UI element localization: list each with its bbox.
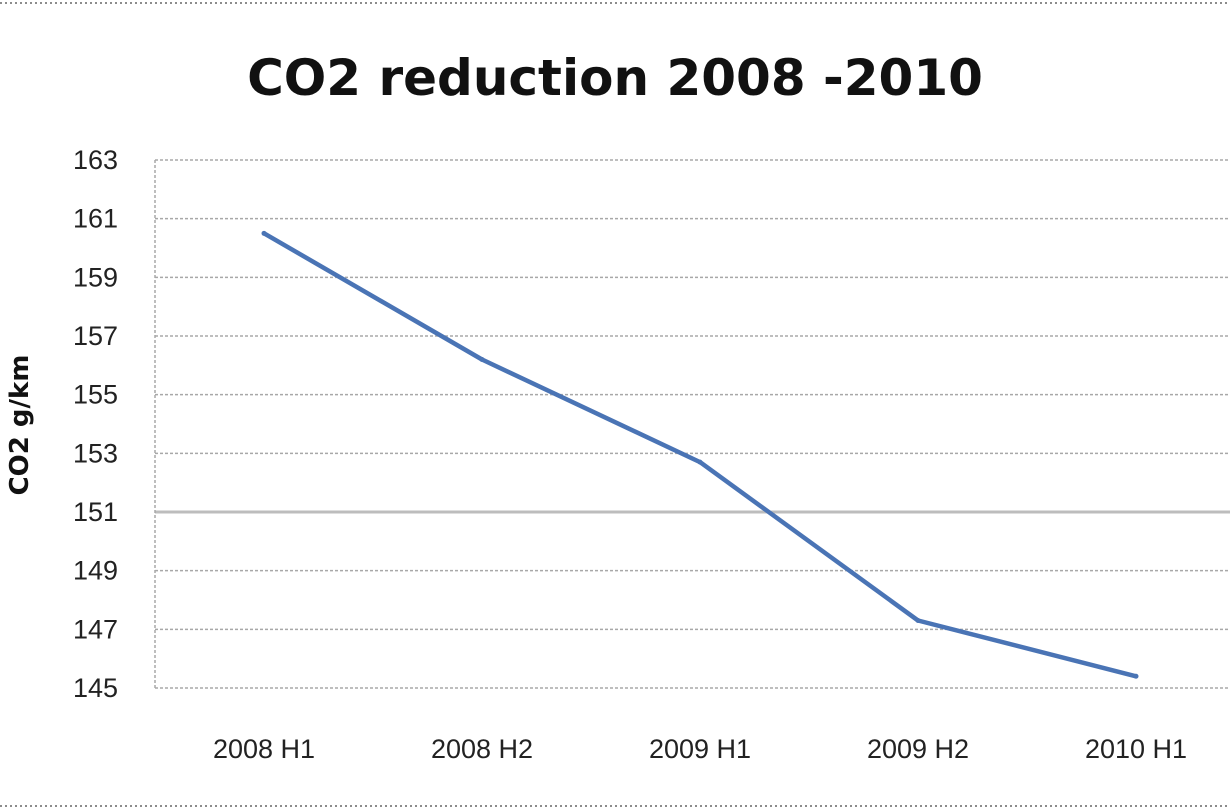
y-tick-label: 159 [73, 262, 118, 292]
y-axis-ticks: 163 161 159 157 155 153 151 149 147 145 [73, 145, 118, 703]
series-line [261, 231, 1139, 679]
y-tick-label: 149 [73, 556, 118, 586]
y-tick-label: 157 [73, 321, 118, 351]
x-axis-ticks: 2008 H1 2008 H2 2009 H1 2009 H2 2010 H1 [213, 734, 1187, 764]
data-point [479, 356, 485, 362]
y-tick-label: 161 [73, 204, 118, 234]
y-axis-title: CO2 g/km [5, 355, 35, 496]
y-tick-label: 151 [73, 497, 118, 527]
data-point [697, 459, 703, 465]
y-tick-label: 145 [73, 673, 118, 703]
x-tick-label: 2008 H1 [213, 734, 315, 764]
x-tick-label: 2010 H1 [1085, 734, 1187, 764]
chart-title: CO2 reduction 2008 -2010 [247, 49, 983, 107]
series-layer [261, 230, 1139, 679]
y-tick-label: 147 [73, 614, 118, 644]
x-tick-label: 2009 H2 [867, 734, 969, 764]
x-tick-label: 2008 H2 [431, 734, 533, 764]
x-tick-label: 2009 H1 [649, 734, 751, 764]
y-tick-label: 155 [73, 380, 118, 410]
gridlines [154, 159, 1230, 689]
data-point [261, 230, 267, 236]
y-tick-label: 163 [73, 145, 118, 175]
y-tick-label: 153 [73, 438, 118, 468]
data-point [1133, 673, 1139, 679]
data-point [915, 618, 921, 624]
